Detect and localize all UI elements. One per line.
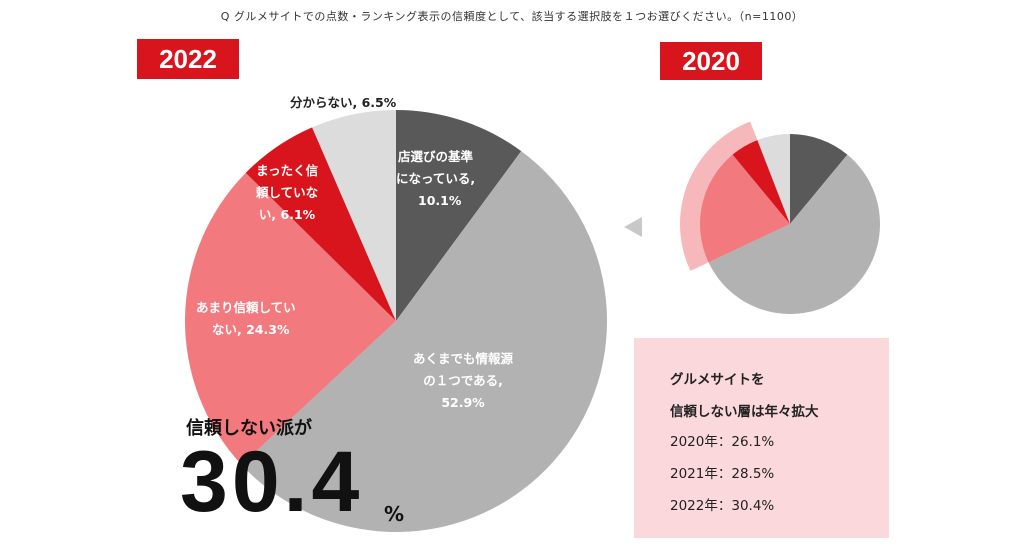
pie-2020-slice-one_source — [708, 154, 881, 314]
pie-2022-slice-not_much — [185, 172, 396, 465]
pie-2022-slice-basis — [396, 110, 522, 321]
arrow-left-icon — [624, 217, 642, 237]
headline-unit: % — [384, 502, 405, 526]
slice-label-basis: 店選びの基準 になっている, 10.1% — [396, 149, 476, 208]
year-badge-2020: 2020 — [660, 42, 762, 80]
slice-label-unknown: 分からない, 6.5% — [290, 95, 397, 110]
question-text: Q グルメサイトでの点数・ランキング表示の信頼度として、該当する選択肢を１つお選… — [220, 10, 804, 23]
pie-2022-slice-unknown — [312, 110, 396, 321]
pie-2022-slice-not_at_all — [245, 127, 396, 321]
pie-2020-slice-not_much — [700, 154, 790, 263]
trend-callout: グルメサイトを 信頼しない層は年々拡大 2020年：26.1% 2021年：28… — [634, 338, 889, 538]
slice-label-one-source: あくまでも情報源 の１つである, 52.9% — [413, 351, 514, 410]
slice-label-not-at-all: まったく信 頼していな い, 6.1% — [256, 163, 319, 222]
year-badge-2022: 2022 — [137, 39, 239, 79]
pie-2020-slice-unknown — [757, 134, 790, 224]
pie-2020-slice-basis — [790, 134, 848, 224]
pie-2020-slice-not_at_all — [732, 140, 790, 224]
headline-label: 信頼しない派が — [186, 418, 312, 439]
callout-row-2020: 2020年：26.1% — [670, 434, 775, 450]
callout-title-line-2: 信頼しない層は年々拡大 — [670, 404, 819, 420]
callout-row-2022: 2022年：30.4% — [670, 498, 775, 514]
callout-title-line-1: グルメサイトを — [670, 372, 765, 388]
pie-2022 — [185, 110, 608, 533]
slice-label-not-much: あまり信頼してい ない, 24.3% — [196, 300, 296, 337]
headline-value: 30.4 — [180, 434, 364, 530]
pie-2020 — [679, 121, 881, 314]
callout-row-2021: 2021年：28.5% — [670, 466, 775, 482]
pie-2022-slice-one_source — [241, 151, 608, 533]
